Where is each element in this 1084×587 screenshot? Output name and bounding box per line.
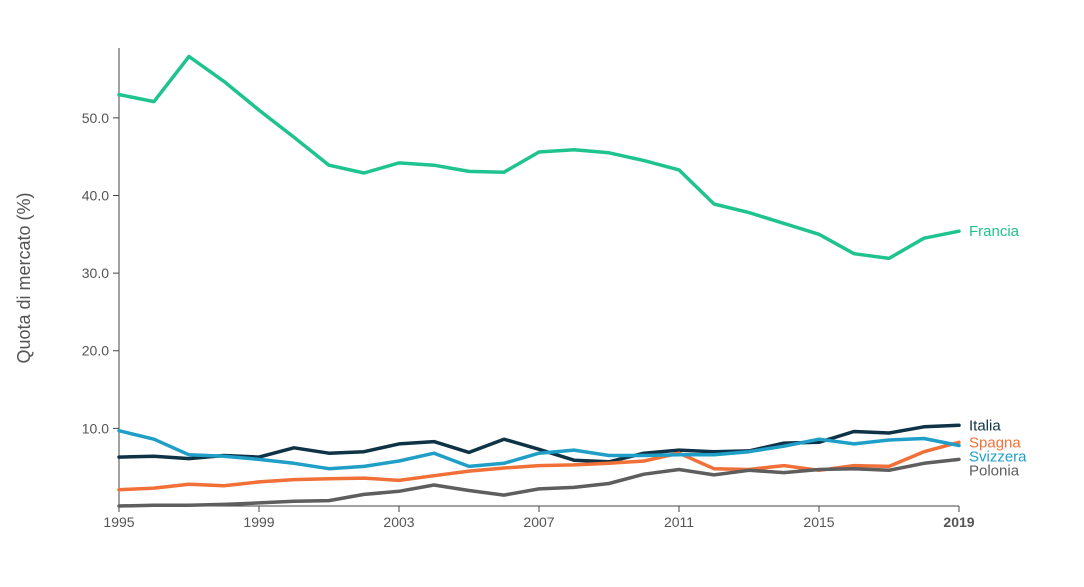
series-lines (117, 54, 961, 508)
x-tick-label: 1999 (243, 514, 274, 530)
series-label-italia: Italia (969, 417, 1001, 434)
y-tick-label: 50.0 (82, 110, 109, 126)
series-label-francia: Francia (969, 223, 1020, 240)
x-tick-label: 1995 (103, 514, 134, 530)
x-tick-label: 2011 (664, 514, 694, 530)
x-tick-label: 2003 (383, 514, 414, 530)
series-label-polonia: Polonia (969, 462, 1020, 479)
series-label-spagna: Spagna (969, 434, 1021, 451)
series-line-svizzera (117, 428, 961, 471)
axes: 10.0 20.0 30.0 40.0 50.0 1995 1999 2003 2007 2011… (82, 48, 975, 530)
x-tick-label: 2019 (943, 514, 974, 530)
y-axis-label: Quota di mercato (%) (14, 192, 34, 363)
y-tick-label: 20.0 (82, 343, 109, 359)
x-tick-label: 2007 (523, 514, 554, 530)
y-tick-label: 30.0 (82, 265, 109, 281)
series-line-polonia (117, 457, 961, 508)
y-tick-label: 40.0 (82, 187, 109, 203)
series-label-svizzera: Svizzera (969, 448, 1027, 465)
x-tick-label: 2015 (803, 514, 834, 530)
series-line-francia (117, 54, 961, 261)
series-line-italia (117, 423, 961, 464)
y-tick-label: 10.0 (82, 420, 109, 436)
